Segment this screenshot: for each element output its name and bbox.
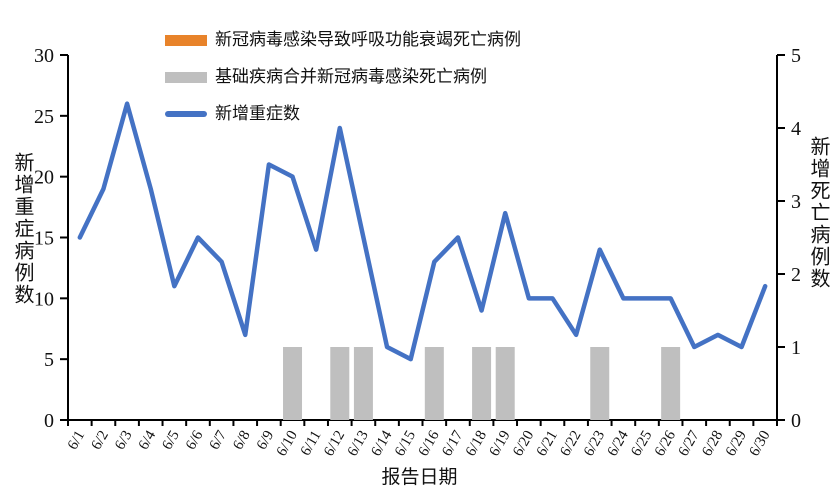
right-axis-tick-label: 3 — [791, 191, 801, 213]
x-axis-date-label: 6/24 — [605, 428, 632, 460]
x-axis-date-label: 6/5 — [159, 428, 182, 453]
x-axis-date-label: 6/17 — [439, 428, 466, 460]
x-axis-date-label: 6/19 — [486, 428, 513, 459]
x-axis-date-label: 6/1 — [65, 428, 88, 453]
death-case-bar — [424, 347, 444, 420]
legend: 新冠病毒感染导致呼吸功能衰竭死亡病例 基础疾病合并新冠病毒感染死亡病例 新增重症… — [165, 28, 521, 126]
x-axis-date-label: 6/23 — [581, 428, 608, 459]
x-axis-date-label: 6/7 — [207, 428, 231, 453]
right-axis-tick-label: 0 — [791, 410, 801, 432]
left-axis-tick-label: 20 — [34, 167, 54, 189]
x-axis-date-label: 6/10 — [274, 428, 301, 459]
x-axis-date-label: 6/13 — [345, 428, 372, 459]
right-axis-tick-label: 5 — [791, 45, 801, 67]
death-case-bar — [661, 347, 681, 420]
new-severe-cases-line — [77, 101, 768, 362]
x-axis-date-label: 6/14 — [368, 428, 395, 460]
orange-bar-swatch-icon — [165, 34, 207, 46]
x-axis-date-label: 6/26 — [652, 428, 679, 460]
left-axis-title: 新增重症病例数 — [11, 152, 33, 306]
death-case-bar — [495, 347, 515, 420]
death-case-bar — [283, 347, 303, 420]
x-axis-date-label: 6/16 — [416, 428, 443, 460]
legend-item-new-severe-cases: 新增重症数 — [165, 102, 521, 126]
left-axis-tick-label: 5 — [44, 349, 54, 371]
x-axis-date-label: 6/22 — [557, 428, 584, 459]
left-axis-tick-label: 15 — [34, 228, 54, 250]
death-case-bar — [590, 347, 610, 420]
legend-item-respiratory-failure-deaths: 新冠病毒感染导致呼吸功能衰竭死亡病例 — [165, 28, 521, 52]
death-case-bar — [330, 347, 350, 420]
x-axis-date-label: 6/6 — [183, 428, 207, 453]
x-axis-date-label: 6/2 — [88, 428, 111, 453]
legend-label: 新冠病毒感染导致呼吸功能衰竭死亡病例 — [215, 30, 521, 49]
death-case-bar — [353, 347, 373, 420]
x-axis-date-label: 6/11 — [298, 428, 325, 459]
blue-line-swatch-icon — [165, 111, 207, 117]
right-axis-tick-label: 2 — [791, 264, 801, 286]
right-axis-tick-label: 4 — [791, 118, 801, 140]
legend-label: 新增重症数 — [215, 104, 300, 123]
x-axis-date-label: 6/4 — [136, 428, 160, 453]
x-axis-date-label: 6/29 — [723, 428, 750, 459]
x-axis-date-label: 6/9 — [254, 428, 277, 453]
x-axis-date-label: 6/3 — [112, 428, 135, 453]
x-axis-date-label: 6/18 — [463, 428, 490, 459]
legend-item-underlying-disease-deaths: 基础疾病合并新冠病毒感染死亡病例 — [165, 65, 521, 89]
x-axis-date-label: 6/21 — [534, 428, 561, 459]
x-axis-date-label: 6/30 — [746, 428, 773, 459]
gray-bar-swatch-icon — [165, 71, 207, 83]
death-case-bar — [472, 347, 492, 420]
legend-label: 基础疾病合并新冠病毒感染死亡病例 — [215, 67, 487, 86]
x-axis-date-label: 6/27 — [676, 428, 703, 460]
right-axis-tick-label: 1 — [791, 337, 801, 359]
left-axis-tick-label: 0 — [44, 410, 54, 432]
x-axis-date-label: 6/15 — [392, 428, 419, 459]
x-axis-date-label: 6/12 — [321, 428, 348, 459]
x-axis-date-label: 6/28 — [699, 428, 726, 459]
x-axis-date-label: 6/8 — [230, 428, 253, 453]
right-axis-title: 新增死亡病例数 — [807, 136, 829, 290]
x-axis-title: 报告日期 — [381, 467, 458, 488]
left-axis-tick-label: 25 — [34, 106, 54, 128]
x-axis-date-label: 6/20 — [510, 428, 537, 459]
left-axis-tick-label: 10 — [34, 288, 54, 310]
x-axis-date-label: 6/25 — [628, 428, 655, 459]
left-axis-tick-label: 30 — [34, 45, 54, 67]
